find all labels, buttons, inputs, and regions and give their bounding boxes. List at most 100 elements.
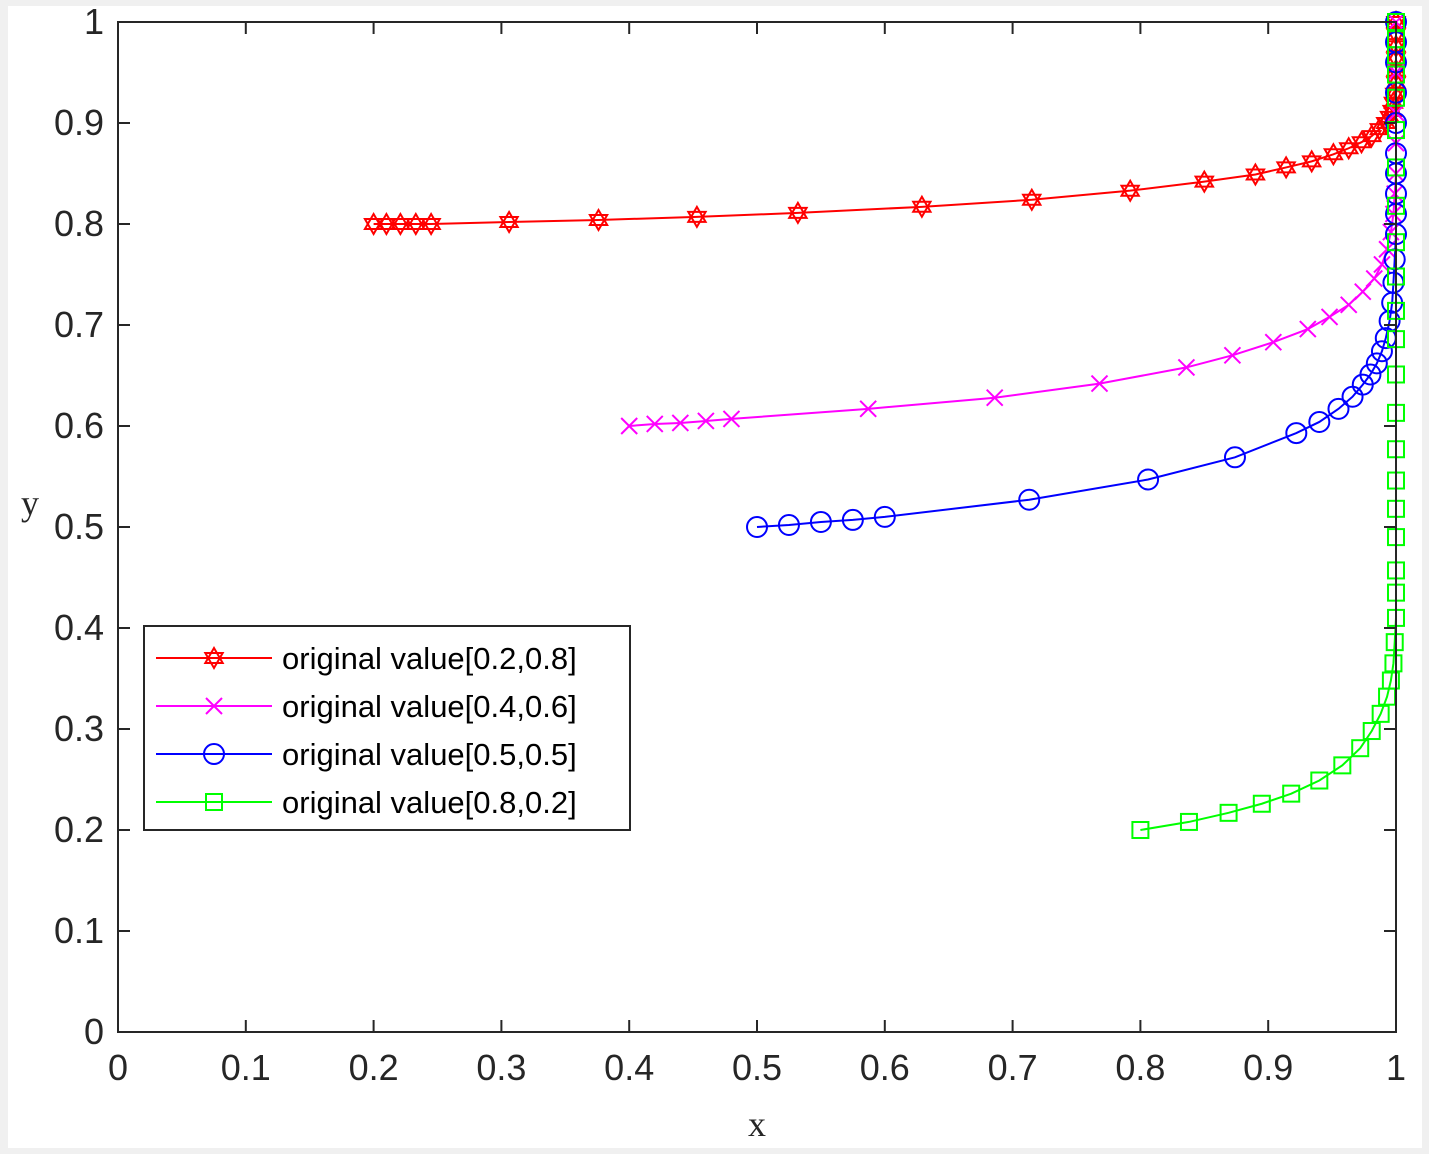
y-tick-label: 0.8: [54, 203, 104, 244]
data-point: [1351, 739, 1370, 758]
x-tick-label: 0.5: [732, 1047, 782, 1088]
legend-label: original value[0.5,0.5]: [282, 737, 577, 772]
data-point: [1384, 654, 1403, 673]
y-tick-label: 1: [84, 6, 104, 42]
x-tick-label: 1: [1386, 1047, 1406, 1088]
x-tick-label: 0.1: [221, 1047, 271, 1088]
y-tick-label: 0.6: [54, 405, 104, 446]
data-point: [1340, 296, 1358, 314]
legend-marker: [205, 793, 223, 811]
data-point: [1285, 422, 1308, 445]
legend-marker: [203, 646, 225, 670]
legend-item: original value[0.8,0.2]: [156, 785, 577, 820]
y-tick-label: 0.1: [54, 910, 104, 951]
legend-item: original value[0.5,0.5]: [156, 737, 577, 772]
data-point: [620, 417, 638, 435]
data-point: [1223, 346, 1242, 365]
y-tick-label: 0.7: [54, 304, 104, 345]
data-point: [1351, 130, 1372, 155]
data-point: [1354, 282, 1372, 301]
data-point: [1299, 320, 1317, 338]
x-tick-label: 0.8: [1115, 1047, 1165, 1088]
x-tick-label: 0.3: [476, 1047, 526, 1088]
data-point: [405, 211, 427, 237]
data-point: [1362, 722, 1381, 741]
x-axis-label: x: [748, 1104, 766, 1144]
data-point: [1320, 308, 1339, 326]
legend-item: original value[0.2,0.8]: [156, 641, 577, 676]
data-point: [841, 508, 864, 531]
line-chart: 0 0.1 0.2 0.3 0.4 0.5 0.6 0.7 0.8 0.9 1 0 0.1 0.2 0.3 0…: [21, 6, 1407, 1144]
legend-box: [143, 625, 631, 831]
data-point: [1193, 169, 1215, 194]
data-point: [1365, 352, 1388, 375]
legend-marker: [205, 697, 223, 715]
data-point: [1322, 142, 1344, 167]
data-point: [1223, 446, 1246, 469]
y-tick-label: 0: [84, 1011, 104, 1052]
data-point: [390, 211, 411, 237]
data-point: [1359, 363, 1382, 386]
legend: original value[0.2,0.8] original value[0.…: [143, 625, 631, 831]
data-point: [777, 513, 800, 536]
figure: 0 0.1 0.2 0.3 0.4 0.5 0.6 0.7 0.8 0.9 1 0 0.1 0.2 0.3 0…: [8, 6, 1422, 1148]
data-point: [911, 194, 933, 219]
data-point: [1386, 184, 1404, 203]
data-point: [1021, 187, 1043, 212]
x-tick-label: 0: [108, 1047, 128, 1088]
data-point: [1018, 488, 1041, 511]
data-point: [363, 212, 385, 236]
y-tick-label: 0.5: [54, 506, 104, 547]
y-axis-label: y: [21, 483, 39, 523]
data-point: [686, 204, 708, 229]
data-point: [787, 200, 809, 225]
data-point: [873, 505, 896, 528]
data-point: [420, 212, 442, 236]
y-tick-label: 0.9: [54, 102, 104, 143]
data-point: [1131, 821, 1150, 839]
data-point: [646, 415, 664, 433]
data-point: [722, 410, 741, 428]
data-point: [809, 510, 832, 533]
series-1: [363, 10, 1407, 237]
y-tick-label: 0.2: [54, 809, 104, 850]
data-point: [1275, 155, 1297, 180]
data-point: [1327, 397, 1350, 420]
data-point: [1282, 784, 1301, 803]
legend-label: original value[0.4,0.6]: [282, 689, 577, 724]
data-point: [1252, 794, 1271, 813]
data-point: [671, 414, 690, 432]
x-tick-label: 0.6: [860, 1047, 910, 1088]
x-tick-label: 0.9: [1243, 1047, 1293, 1088]
data-point: [375, 211, 397, 237]
x-tick-label: 0.2: [349, 1047, 399, 1088]
y-tick-label: 0.4: [54, 607, 104, 648]
x-tick-label: 0.7: [988, 1047, 1038, 1088]
data-point: [1179, 812, 1198, 831]
data-point: [1264, 333, 1283, 351]
data-point: [1090, 374, 1109, 393]
data-point: [859, 400, 877, 418]
data-point: [746, 516, 768, 538]
data-point: [1385, 633, 1404, 652]
legend-label: original value[0.8,0.2]: [282, 785, 577, 820]
data-point: [1371, 704, 1390, 723]
x-tick-label: 0.4: [604, 1047, 654, 1088]
data-point: [588, 207, 609, 233]
y-tick-label: 0.3: [54, 708, 104, 749]
data-point: [1137, 468, 1160, 491]
data-point: [1370, 340, 1393, 363]
legend-item: original value[0.4,0.6]: [156, 689, 577, 724]
data-point: [1301, 149, 1323, 174]
data-point: [697, 412, 715, 430]
data-point: [1310, 771, 1329, 790]
legend-marker: [203, 743, 225, 765]
data-point: [986, 389, 1004, 407]
data-point: [1119, 178, 1141, 203]
data-point: [1365, 269, 1383, 288]
data-point: [1177, 358, 1196, 377]
data-point: [1219, 803, 1238, 822]
legend-label: original value[0.2,0.8]: [282, 641, 577, 676]
series-3: [746, 11, 1407, 538]
data-point: [1245, 162, 1266, 187]
